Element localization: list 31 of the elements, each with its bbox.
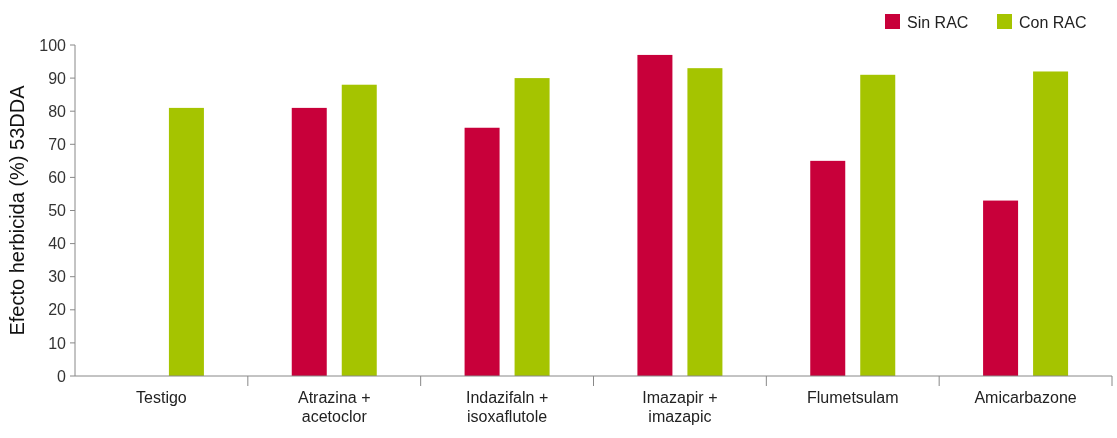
y-tick-label: 90: [48, 69, 67, 87]
bar: [687, 68, 723, 376]
x-tick-label: Amicarbazone: [974, 389, 1077, 406]
bar: [983, 200, 1019, 376]
x-tick-label: Imazapir + imazapic: [642, 389, 718, 425]
y-tick-label: 20: [48, 301, 67, 319]
bar: [637, 54, 673, 376]
y-tick-label: 100: [39, 36, 67, 54]
y-tick-label: 10: [48, 334, 67, 352]
y-axis-title: Efecto herbicida (%) 53DDA: [6, 84, 28, 336]
bar: [1033, 71, 1069, 376]
x-tick-label: Atrazina + acetoclor: [298, 389, 371, 425]
bar: [464, 127, 500, 376]
y-tick-label: 70: [48, 135, 67, 153]
y-tick-label: 40: [48, 235, 67, 253]
y-tick-label: 80: [48, 102, 67, 120]
bar: [341, 84, 377, 376]
y-tick-label: 30: [48, 268, 67, 286]
bar: [514, 78, 550, 376]
x-tick-label: Flumetsulam: [806, 389, 899, 406]
y-tick-label: 0: [57, 367, 67, 385]
bar: [291, 107, 327, 376]
y-tick-label: 60: [48, 169, 67, 186]
x-tick-label: Indazifaln + isoxaflutole: [465, 389, 549, 425]
legend-label: Sin RAC: [907, 13, 969, 31]
y-tick-label: 50: [48, 202, 67, 220]
x-tick-label: Testigo: [136, 389, 187, 406]
legend-label: Con RAC: [1019, 13, 1087, 31]
bar: [860, 74, 896, 376]
bar: [168, 107, 204, 376]
bar: [810, 160, 846, 376]
